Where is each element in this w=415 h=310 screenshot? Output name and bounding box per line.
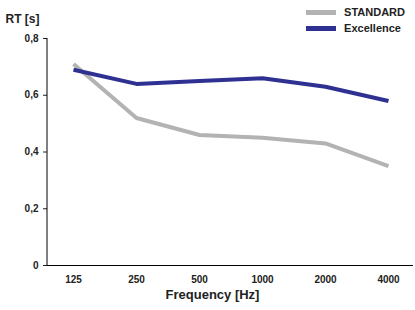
svg-text:0,8: 0,8	[25, 33, 39, 44]
html-text:Excellence: Excellence	[344, 22, 401, 34]
svg-text:2000: 2000	[314, 274, 337, 285]
svg-text:0,4: 0,4	[25, 146, 39, 157]
html-text:STANDARD: STANDARD	[344, 6, 405, 18]
svg-text:4000: 4000	[377, 274, 400, 285]
svg-text:1000: 1000	[251, 274, 274, 285]
svg-text:250: 250	[128, 274, 145, 285]
svg-text:0,2: 0,2	[25, 203, 39, 214]
svg-text:Frequency [Hz]: Frequency [Hz]	[166, 287, 260, 302]
svg-text:RT [s]: RT [s]	[6, 12, 40, 26]
svg-text:0: 0	[33, 260, 39, 271]
svg-text:125: 125	[65, 274, 82, 285]
svg-text:500: 500	[191, 274, 208, 285]
svg-text:0,6: 0,6	[25, 89, 39, 100]
